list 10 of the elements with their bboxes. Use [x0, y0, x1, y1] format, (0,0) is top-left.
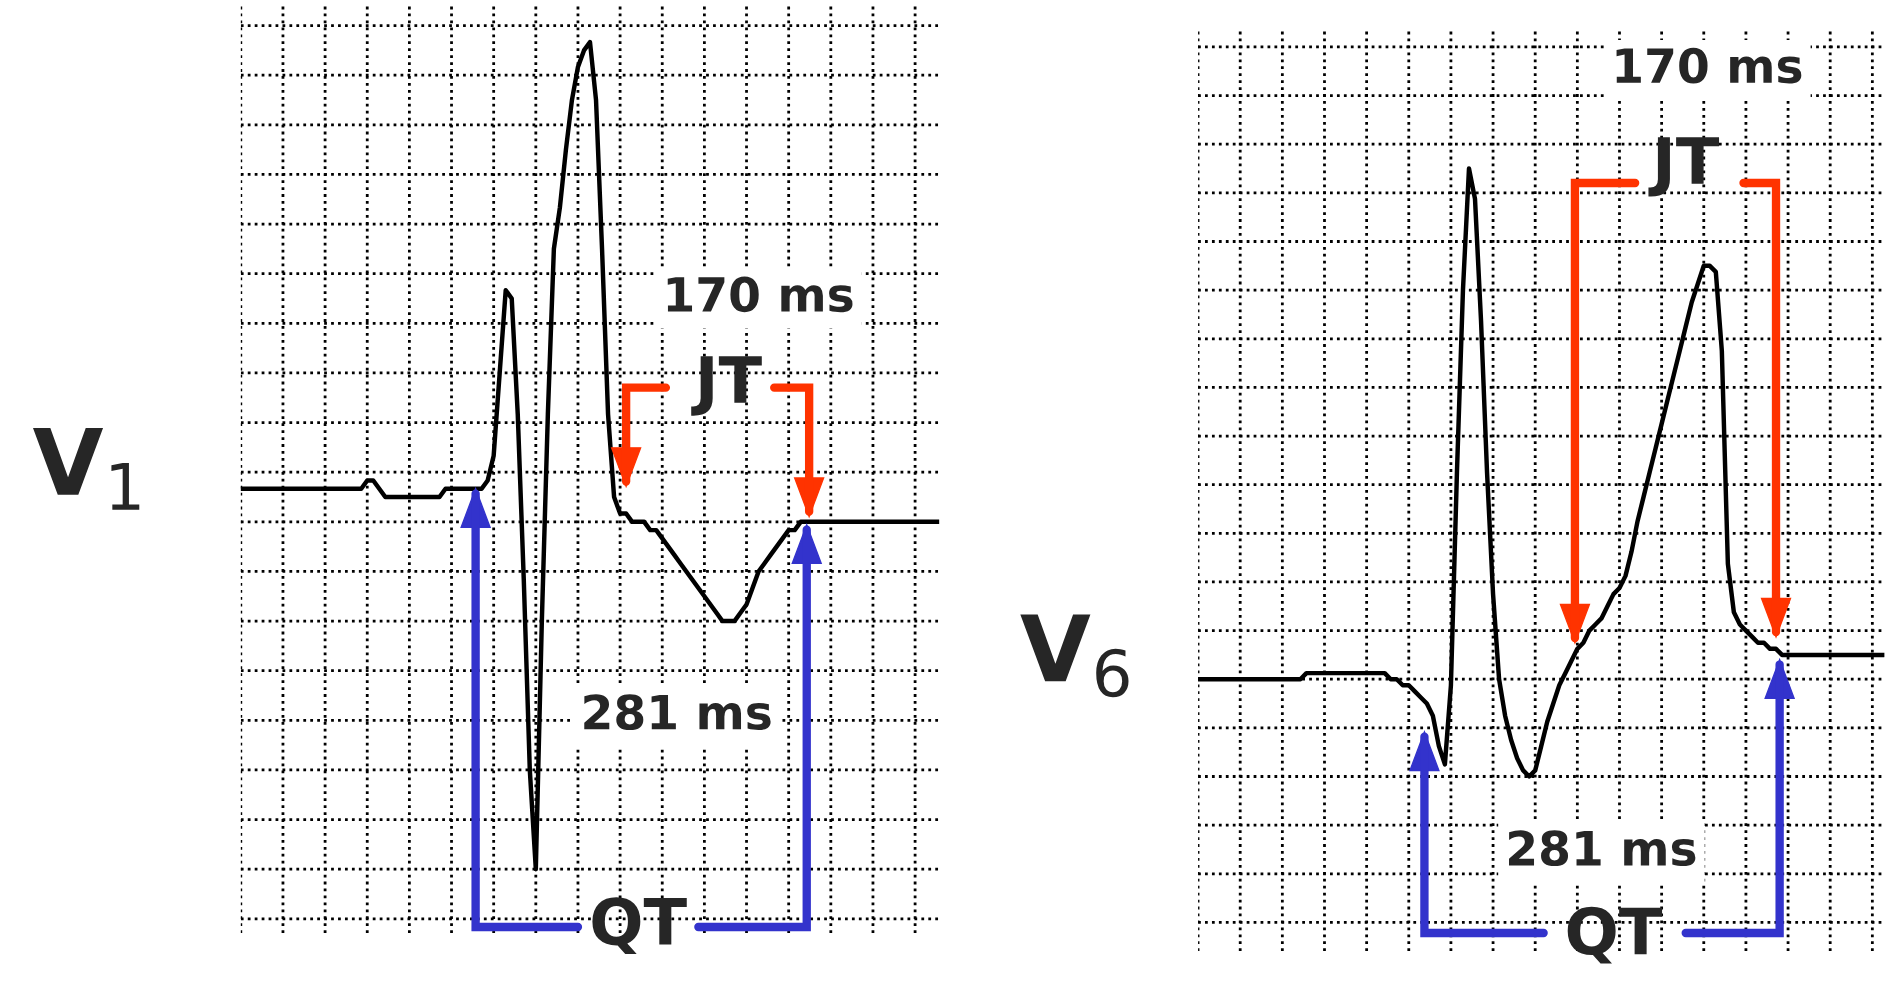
text: 281 ms	[1509, 830, 1696, 867]
text: V$_{6}$	[1020, 614, 1129, 698]
text: QT	[1567, 906, 1663, 964]
annotation: JT	[1648, 137, 1720, 197]
annotation: 281 ms	[584, 694, 771, 731]
text: 170 ms	[1616, 47, 1802, 84]
annotation: JT	[691, 356, 762, 416]
annotation: 170 ms	[667, 276, 853, 313]
text: V$_{1}$	[33, 427, 140, 510]
text: QT	[592, 897, 687, 954]
